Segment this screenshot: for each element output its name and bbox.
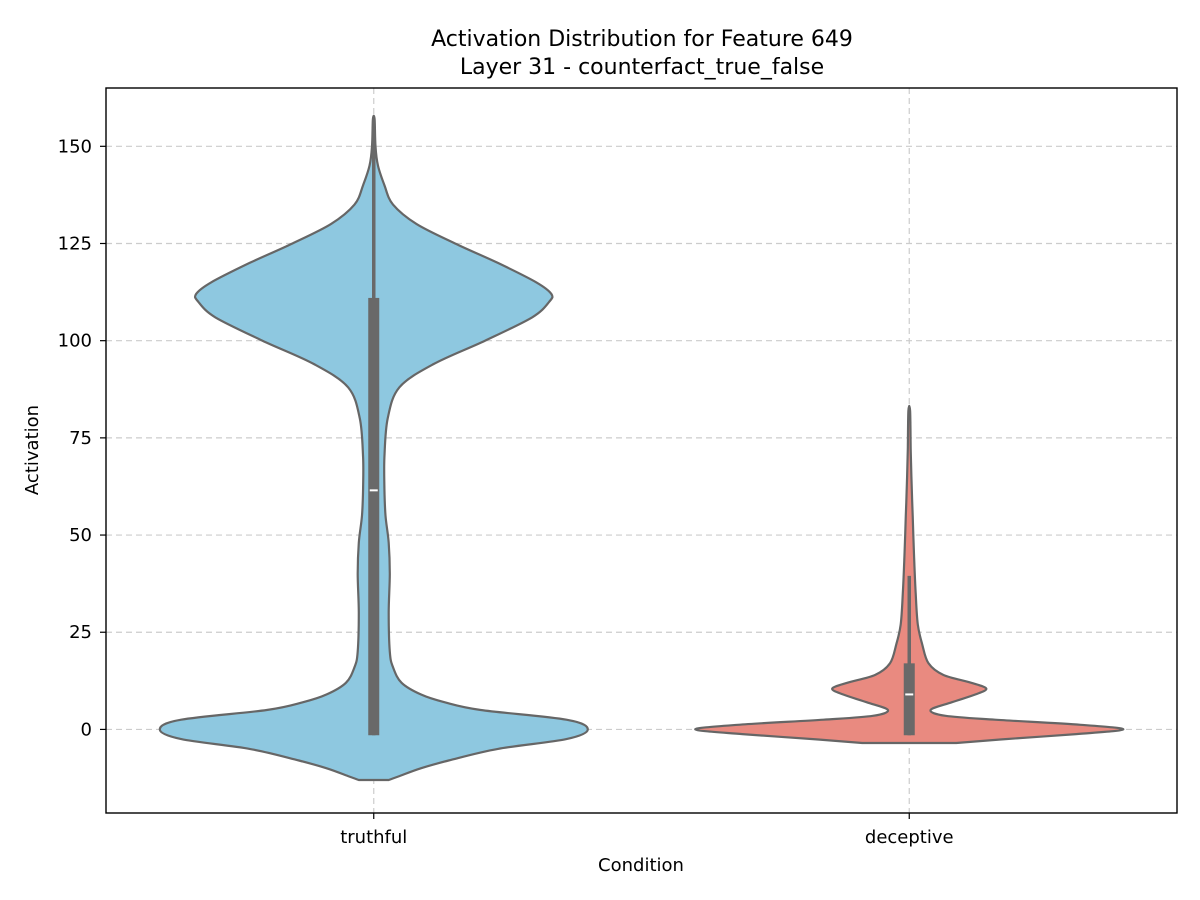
plot-frame (105, 87, 1178, 814)
y-tick-label: 75 (69, 428, 92, 449)
y-tick-label: 25 (69, 622, 92, 643)
x-tick-label: deceptive (865, 827, 954, 848)
x-axis-label: Condition (598, 855, 684, 876)
y-axis-label: Activation (22, 405, 43, 495)
violins (158, 114, 1125, 782)
x-tick-label: truthful (340, 827, 407, 848)
y-tick-label: 100 (58, 331, 92, 352)
chart-subtitle: Layer 31 - counterfact_true_false (460, 55, 824, 80)
y-tick-label: 0 (81, 719, 92, 740)
chart-title: Activation Distribution for Feature 649 (431, 27, 853, 52)
iqr-box-truthful (368, 297, 380, 736)
y-axis-ticks: 0 25 50 75 100 125 150 (58, 136, 106, 740)
grid-lines (106, 88, 1177, 813)
y-tick-label: 125 (58, 233, 92, 254)
y-tick-label: 50 (69, 525, 92, 546)
x-axis-ticks: truthful deceptive (340, 813, 954, 848)
iqr-box-deceptive (903, 663, 915, 736)
box-plots (368, 119, 915, 736)
violin-deceptive (694, 404, 1125, 745)
y-tick-label: 150 (58, 136, 92, 157)
